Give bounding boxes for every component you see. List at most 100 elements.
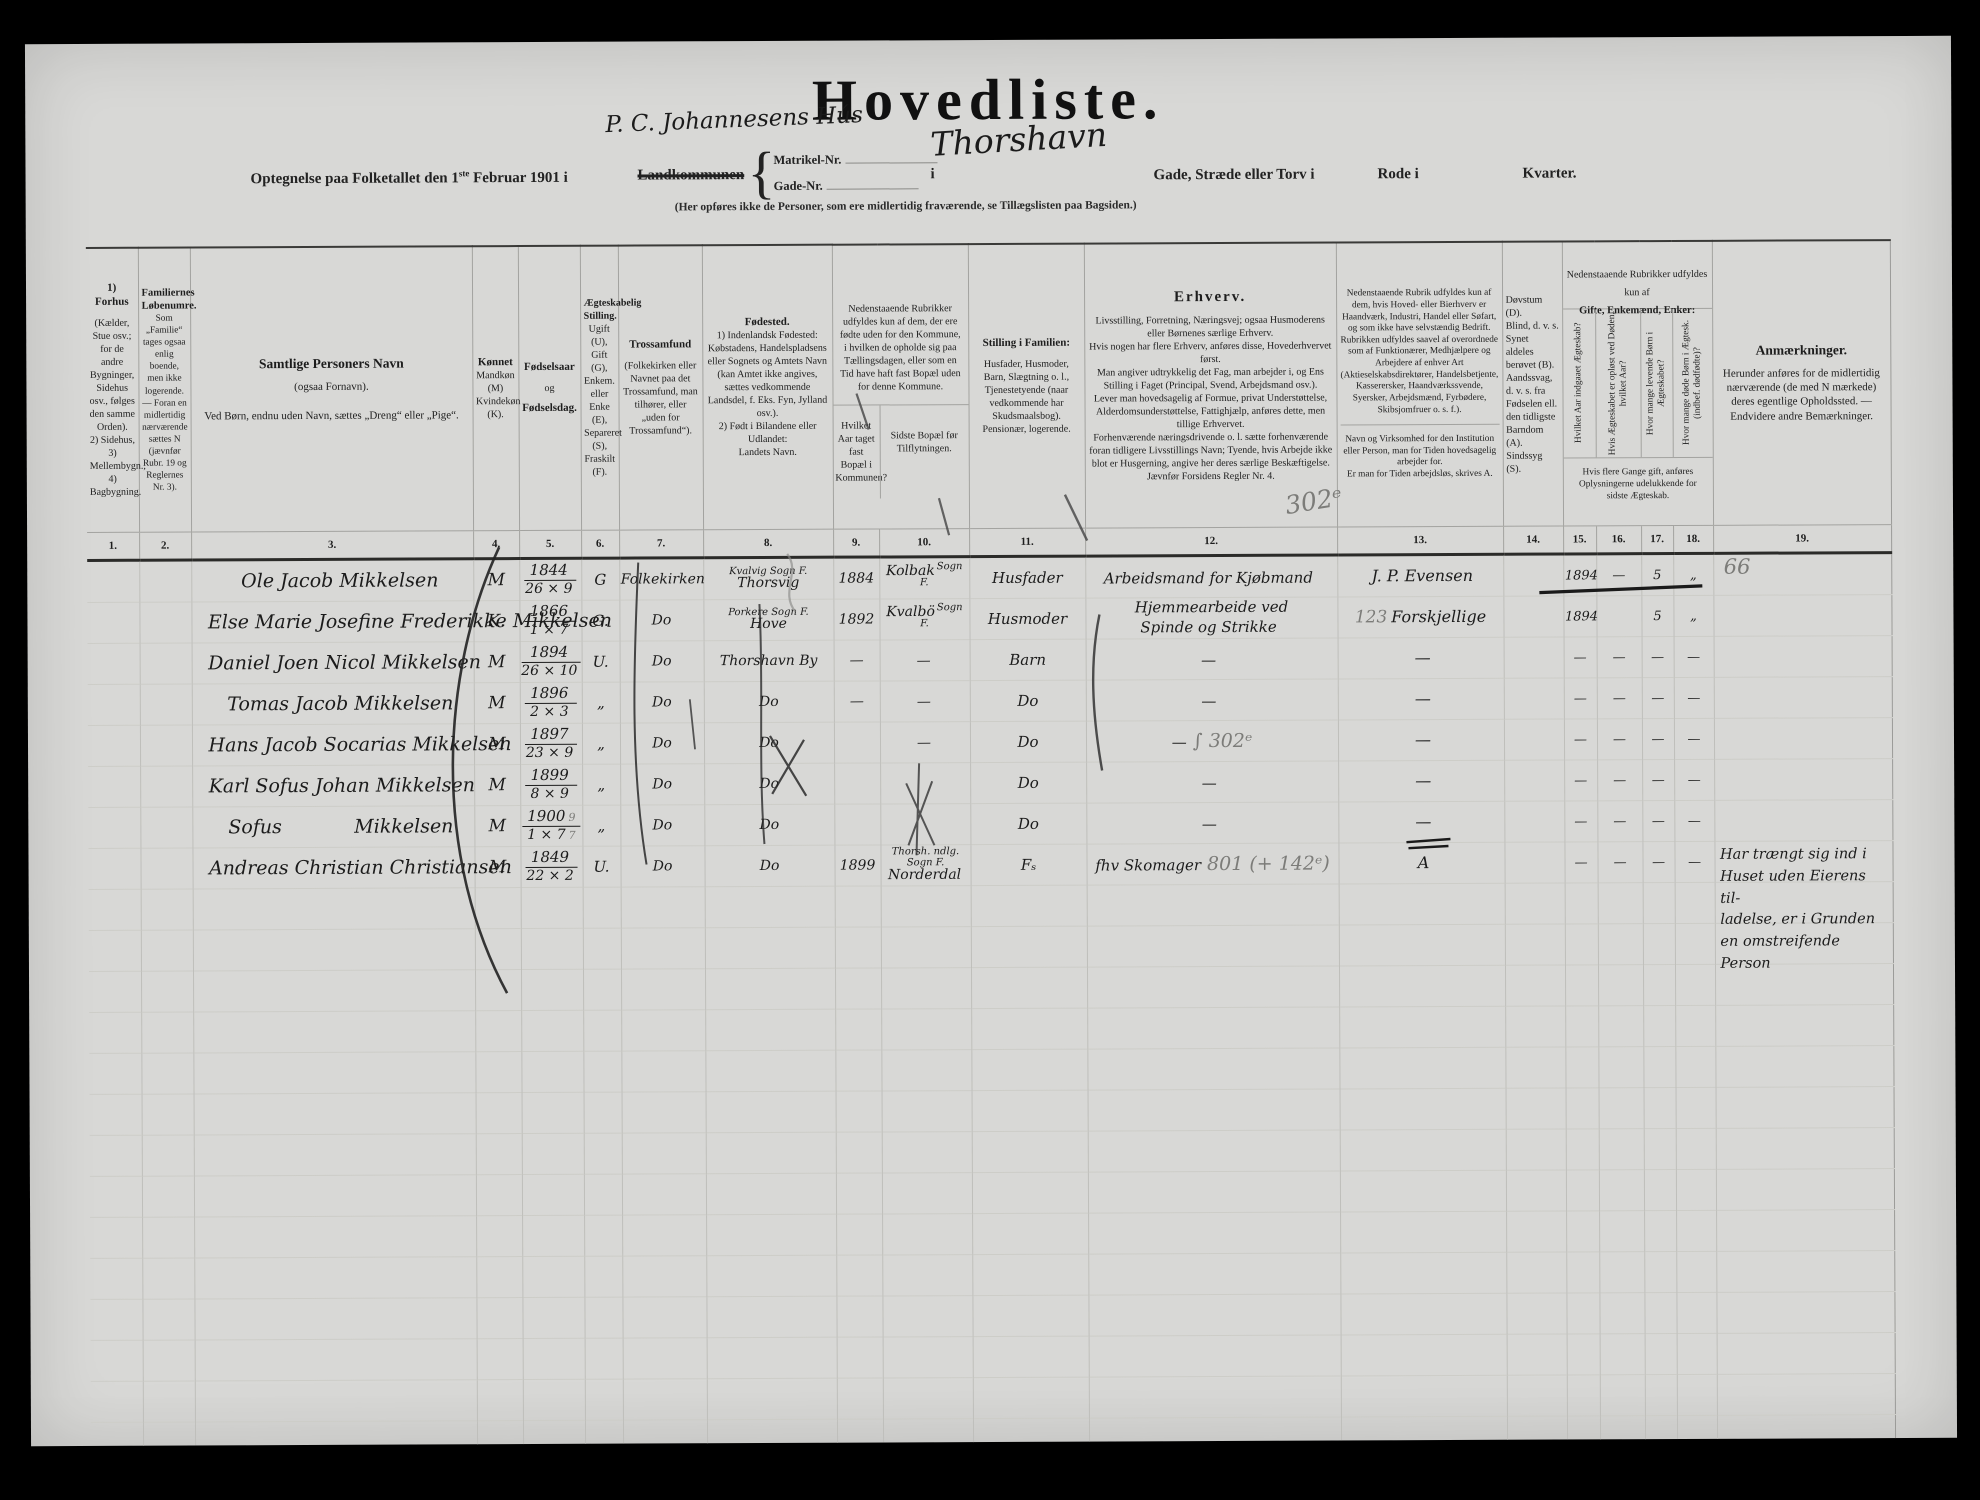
cell-faith: Do [619, 722, 705, 765]
cell-marriage-year: — [1564, 841, 1598, 883]
column-number: 3. [191, 530, 474, 560]
cell-last-residence: Kolbak Sogn F. [879, 556, 970, 599]
cell-last-residence: — [879, 721, 971, 763]
cell-remarks [1713, 635, 1892, 678]
cell-sex: M [474, 764, 521, 806]
cell-marriage-year: 1894 [1563, 553, 1598, 597]
cell-handicap [1504, 800, 1565, 843]
cell-children-dead: — [1674, 800, 1715, 842]
cell-birthdate: 1849 22 × 2 [520, 846, 583, 888]
cell-lobenummer [139, 724, 193, 767]
cell-faith: Do [620, 763, 705, 806]
cell-year-moved: 1884 [833, 556, 880, 600]
cell-handicap [1503, 596, 1564, 638]
cell-employer: — [1338, 801, 1505, 843]
cell-family-position: Barn [969, 639, 1086, 681]
cell-children-dead: „ [1673, 553, 1714, 596]
col-header-aegteskab-group: Nedenstaaende Rubrikker udfyldes kun af G… [1561, 240, 1714, 527]
cell-children-dead: — [1673, 636, 1714, 678]
cell-children-living: — [1641, 718, 1675, 760]
col-header-levende-born: Hvor mange levende Børn i Ægteskabet? [1640, 308, 1673, 457]
cell-year-moved: — [833, 680, 880, 723]
cell-children-living: — [1642, 800, 1675, 842]
cell-handicap [1503, 637, 1564, 679]
col-header-fodselsaar: Fødselsaar og Fødselsdag. [517, 245, 582, 531]
column-number: 15. [1563, 525, 1597, 555]
cell-birthplace: Do [703, 681, 834, 723]
matrikel-block: Matrikel-Nr. Gade-Nr. [773, 146, 938, 199]
cell-children-dead: „ [1673, 595, 1714, 637]
cell-forhus [87, 560, 140, 603]
cell-children-dead: — [1674, 841, 1715, 883]
cell-forhus [88, 848, 141, 890]
cell-birthplace: Do [704, 845, 835, 887]
col-header-sidste-bopael: Sidste Bopæl før Tilflytningen. [879, 404, 969, 498]
cell-birthplace: Thorshavn By [703, 640, 834, 682]
cell-year-moved [834, 803, 881, 846]
gadenr-label: Gade-Nr. [773, 178, 823, 193]
cell-children-dead: — [1673, 718, 1715, 760]
cell-marriage-year: — [1563, 636, 1597, 679]
cell-birthplace: Do [704, 763, 835, 805]
cell-year-moved [833, 721, 881, 764]
cell-faith: Do [619, 599, 704, 642]
col-header-bopael-group: Nedenstaaende Rubrikker udfyldes kun af … [831, 244, 970, 530]
cell-birthplace: Kvalvig Sogn F. Thorsvig [703, 557, 834, 600]
cell-employer: — [1337, 678, 1504, 720]
cell-birthdate: 1844 26 × 9 [519, 558, 582, 601]
cell-employer: — [1338, 760, 1505, 802]
cell-marriage-year: — [1563, 677, 1597, 719]
col-header-forhus: 1) Forhus (Kælder, Stue osv.; for de andr… [89, 282, 146, 498]
form-intro-text: Optegnelse paa Folketallet den 1ste Febr… [250, 168, 568, 188]
cell-last-residence [880, 762, 971, 804]
cell-family-position: Do [970, 803, 1087, 845]
cell-last-residence: — [879, 680, 970, 722]
column-number: 19. [1713, 524, 1892, 554]
col-header-handicap: Døvstum (D). Blind, d. v. s. Synet aldel… [1501, 241, 1564, 527]
column-number: 6. [581, 530, 620, 559]
cell-sex: M [473, 558, 520, 601]
cell-marriage-dissolved: — [1596, 636, 1642, 678]
cell-remarks: Har trængt sig ind i Huset uden Eierens … [1714, 840, 1893, 972]
cell-employer: — [1337, 637, 1504, 679]
cell-remarks [1713, 676, 1892, 719]
cell-marriage-dissolved: — [1597, 800, 1643, 842]
kvarter-label: Kvarter. [1522, 165, 1577, 182]
cell-name: Else Marie Josefine Frederikke Mikkelsen [191, 600, 612, 643]
cell-forhus [88, 766, 141, 808]
col-header-lobenumre: Familiernes Løbenumre. Som „Familie“ tage… [137, 247, 197, 533]
cell-marital-status: G. [581, 600, 620, 642]
cell-lobenummer [139, 642, 192, 685]
cell-children-living: 5 [1641, 553, 1674, 596]
cell-occupation: — ∫ 302ᵉ [1085, 719, 1339, 763]
column-number: 12. [1085, 526, 1338, 557]
col-header-fodested: Fødested. 1) Indenlandsk Fødested: Købsta… [701, 244, 834, 530]
column-number: 13. [1337, 526, 1504, 555]
cell-marriage-dissolved: — [1597, 759, 1643, 801]
cell-marriage-year: — [1564, 800, 1598, 842]
cell-forhus [88, 807, 141, 849]
cell-faith: Folkekirken [619, 557, 705, 601]
cell-marriage-dissolved: — [1596, 677, 1642, 719]
cell-sex: M [474, 846, 521, 888]
cell-children-living: — [1641, 677, 1674, 719]
cell-forhus [87, 684, 140, 726]
cell-family-position: Husfader [969, 556, 1086, 599]
cell-marital-status: U. [581, 641, 620, 683]
scanned-census-page: Hovedliste. P. C. Johannesens Hús Thorsh… [24, 35, 1958, 1447]
cell-sex: M [473, 641, 520, 683]
cell-occupation: — [1085, 637, 1338, 681]
cell-lobenummer [139, 683, 192, 726]
cell-birthdate: 1896 2 × 3 [519, 682, 582, 724]
i-label: i [930, 166, 935, 183]
cell-marriage-dissolved: — [1596, 553, 1642, 596]
cell-birthplace: Porkere Sogn F. Hove [703, 599, 834, 641]
cell-occupation: Arbeidsmand for Kjøbmand [1085, 554, 1338, 599]
cell-name: Karl Sofus Johan Mikkelsen [192, 764, 475, 807]
cell-faith: Do [619, 681, 704, 724]
cell-employer: J. P. Evensen [1337, 554, 1504, 597]
cell-faith: Do [620, 845, 705, 888]
column-number: 1. [87, 532, 140, 561]
cell-sex: K. [473, 600, 520, 642]
